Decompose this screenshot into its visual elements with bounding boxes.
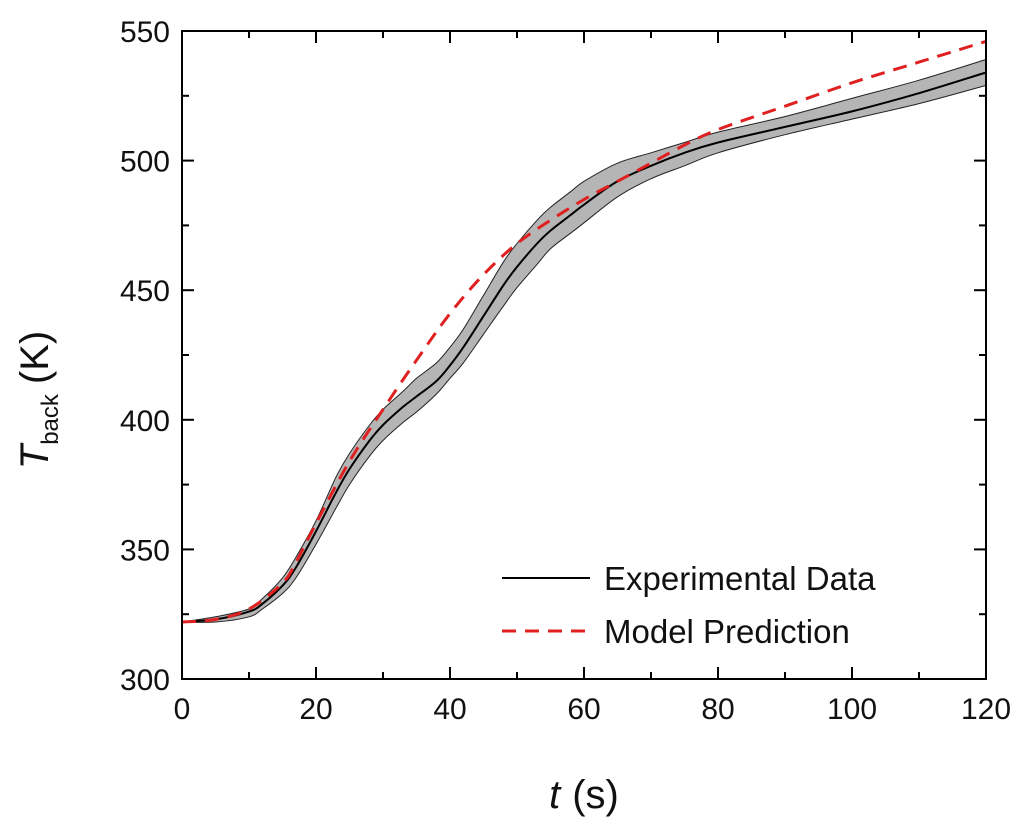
x-axis-symbol: t bbox=[549, 773, 562, 817]
y-tick-label: 400 bbox=[120, 405, 170, 438]
x-tick-label: 120 bbox=[961, 693, 1011, 726]
tick-labels: 0 20 40 60 80 100 120 300 350 400 450 500 550 bbox=[120, 16, 1011, 726]
y-tick-label: 550 bbox=[120, 16, 170, 49]
axes bbox=[181, 30, 987, 680]
series-line-layer bbox=[181, 39, 987, 624]
x-tick-label: 20 bbox=[299, 693, 332, 726]
y-axis-symbol: T bbox=[13, 442, 57, 469]
y-tick-label: 450 bbox=[120, 275, 170, 308]
x-tick-label: 60 bbox=[567, 693, 600, 726]
legend-label-model: Model Prediction bbox=[604, 613, 850, 650]
x-tick-label: 100 bbox=[827, 693, 877, 726]
x-tick-label: 0 bbox=[174, 693, 191, 726]
y-axis-unit: (K) bbox=[13, 331, 57, 384]
legend-label-experimental: Experimental Data bbox=[604, 560, 876, 597]
x-tick-label: 80 bbox=[701, 693, 734, 726]
y-axis-title: Tback (K) bbox=[13, 331, 64, 469]
y-axis-subscript: back bbox=[37, 393, 64, 445]
x-tick-label: 40 bbox=[433, 693, 466, 726]
x-axis-title: t (s) bbox=[549, 773, 619, 817]
y-tick-label: 500 bbox=[120, 146, 170, 179]
x-axis-unit: (s) bbox=[572, 773, 619, 817]
experimental-uncertainty-band bbox=[181, 58, 987, 623]
legend: Experimental Data Model Prediction bbox=[502, 560, 876, 650]
model-prediction-line bbox=[181, 39, 987, 624]
y-tick-label: 300 bbox=[120, 664, 170, 697]
uncertainty-band-layer bbox=[181, 58, 987, 623]
experimental-data-line bbox=[181, 71, 987, 623]
y-tick-label: 350 bbox=[120, 534, 170, 567]
